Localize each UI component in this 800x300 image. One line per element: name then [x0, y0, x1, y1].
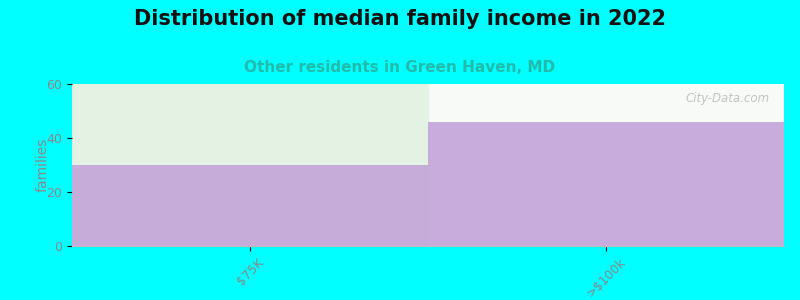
Text: Other residents in Green Haven, MD: Other residents in Green Haven, MD: [245, 60, 555, 75]
Bar: [72, 84, 428, 246]
Text: Distribution of median family income in 2022: Distribution of median family income in …: [134, 9, 666, 29]
Bar: [428, 122, 784, 246]
Text: City-Data.com: City-Data.com: [686, 92, 770, 105]
Y-axis label: families: families: [35, 138, 50, 192]
Bar: [72, 165, 428, 246]
